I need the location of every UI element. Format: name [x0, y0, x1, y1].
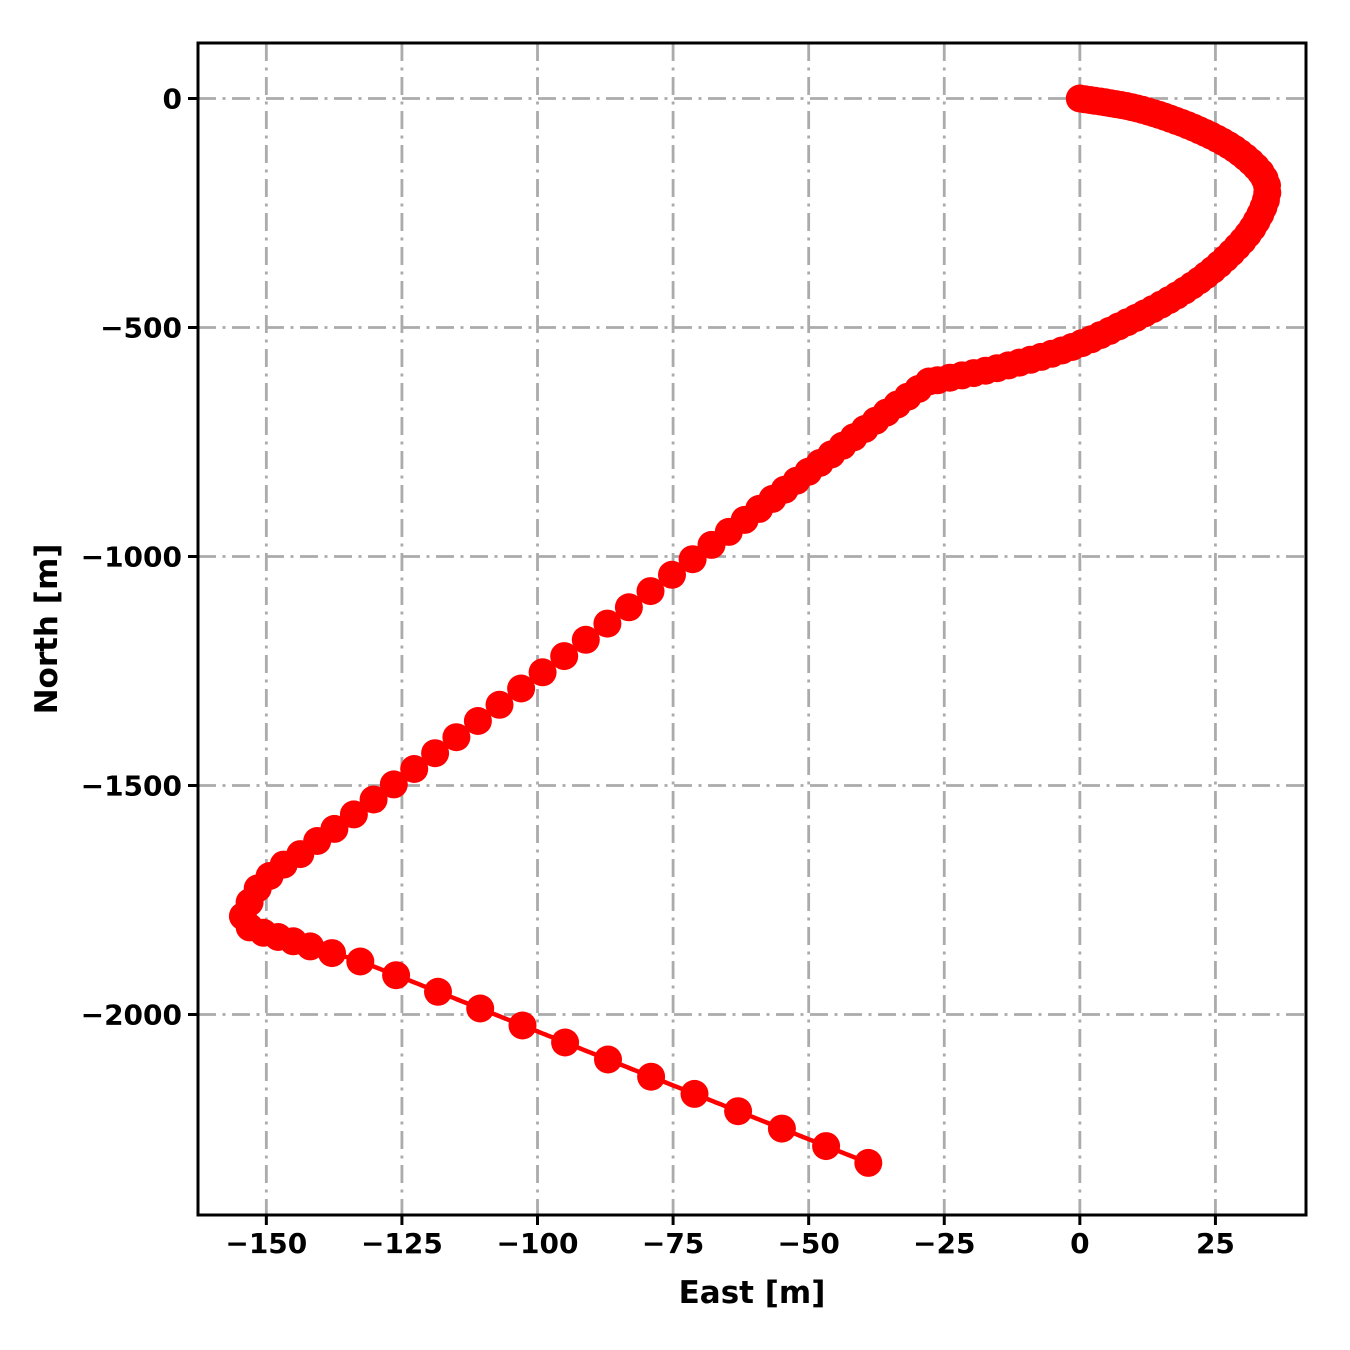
trajectory-marker: [379, 770, 408, 799]
x-tick-label: −75: [642, 1227, 704, 1260]
trajectory-marker: [678, 545, 707, 574]
trajectory-marker: [400, 755, 429, 783]
trajectory-marker: [528, 658, 557, 687]
x-tick-label: −100: [497, 1227, 579, 1260]
trajectory-marker: [680, 1079, 709, 1108]
x-tick-label: −150: [225, 1227, 307, 1260]
trajectory-marker: [466, 994, 495, 1023]
trajectory-marker: [382, 961, 411, 990]
y-tick-label: −1000: [81, 540, 182, 573]
y-tick-label: −1500: [81, 769, 182, 802]
x-tick-label: −50: [777, 1227, 839, 1260]
x-tick-labels: −150 −125 −100 −75 −50 −25 0 25: [225, 1227, 1235, 1260]
trajectory-marker: [593, 609, 622, 638]
y-tick-label: 0: [163, 83, 182, 116]
plot-border: [196, 41, 1308, 1217]
trajectory-marker: [508, 1011, 537, 1040]
trajectory-marker: [571, 625, 600, 654]
trajectory-marker: [463, 707, 492, 735]
trajectory-marker: [359, 785, 388, 814]
y-tick-labels: 0 −500 −1000 −1500 −2000: [81, 83, 182, 1032]
x-tick-label: −125: [361, 1227, 443, 1260]
y-tick-label: −500: [100, 312, 182, 345]
trajectory-marker: [637, 1062, 666, 1091]
trajectory-marker: [658, 560, 686, 589]
trajectory-marker: [507, 674, 536, 703]
trajectory-marker: [636, 577, 665, 606]
y-tick-label: −2000: [81, 998, 182, 1031]
axis-ticks: [188, 97, 1217, 1225]
trajectory-marker: [485, 690, 514, 719]
trajectory-marker: [424, 977, 452, 1006]
plot-area: −150 −125 −100 −75 −50 −25 0 25 0 −500 −1000 −1500 −…: [81, 41, 1308, 1260]
trajectory-marker: [346, 947, 375, 976]
trajectory-marker: [296, 932, 325, 961]
trajectory-marker: [551, 1028, 580, 1057]
trajectory-marker: [854, 1148, 883, 1177]
x-tick-label: −25: [913, 1227, 975, 1260]
trajectory-marker: [614, 593, 643, 622]
trajectory-marker: [442, 723, 471, 752]
trajectory-marker: [339, 800, 368, 829]
trajectory-marker: [767, 1114, 796, 1143]
trajectory-marker: [421, 739, 450, 768]
trajectory-marker: [594, 1045, 622, 1074]
trajectory-marker: [724, 1097, 753, 1126]
x-tick-label: 0: [1070, 1227, 1089, 1260]
grid: [198, 43, 1306, 1215]
trajectory-markers: [228, 84, 1282, 1177]
x-axis-label: East [m]: [679, 1275, 826, 1311]
y-axis-label: North [m]: [29, 544, 65, 715]
trajectory-marker: [550, 642, 579, 671]
trajectory-path: [240, 96, 1270, 1166]
trajectory-marker: [318, 939, 346, 968]
trajectory-marker: [812, 1132, 841, 1161]
x-tick-label: 25: [1196, 1227, 1235, 1260]
